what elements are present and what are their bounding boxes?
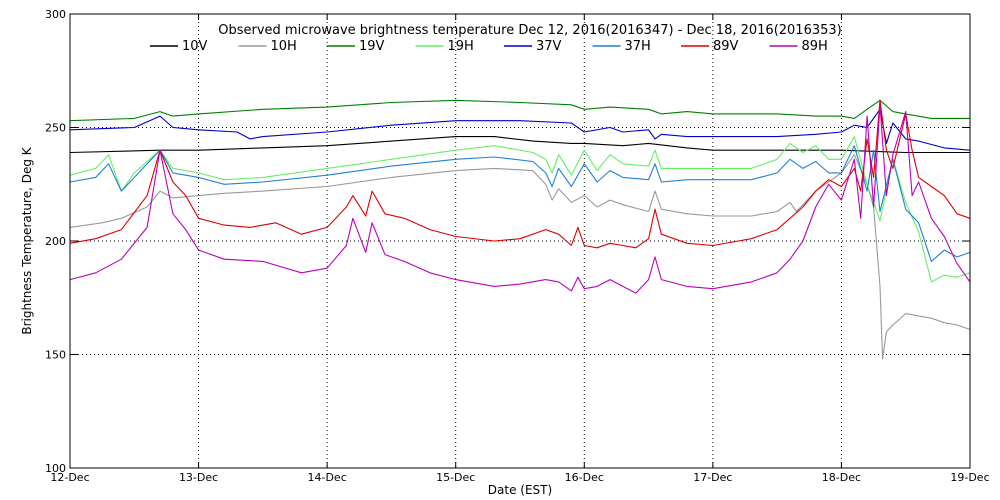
grid-lines: [70, 14, 970, 468]
legend: 10V 10H 19V 19H 37V 37H 89V 89H: [150, 39, 828, 54]
y-tick-label: 100: [45, 462, 66, 475]
legend-label-37v: 37V: [536, 39, 562, 54]
series-line-10h: [69, 154, 971, 360]
y-axis-label: Brightness Temperature, Deg K: [20, 146, 34, 334]
x-tick-label: 18-Dec: [822, 471, 861, 484]
x-tick-label: 14-Dec: [308, 471, 347, 484]
series-line-19h: [69, 136, 971, 283]
series-line-19v: [69, 99, 970, 122]
series-line-37v: [69, 108, 971, 151]
legend-label-37h: 37H: [625, 39, 651, 54]
series-line-89v: [69, 99, 971, 249]
legend-label-19v: 19V: [359, 39, 385, 54]
legend-label-89h: 89H: [802, 39, 828, 54]
legend-label-19h: 19H: [448, 39, 474, 54]
legend-label-10v: 10V: [182, 39, 208, 54]
y-tick-label: 150: [45, 349, 66, 362]
series-line-89h: [69, 104, 971, 294]
x-tick-label: 19-Dec: [950, 471, 989, 484]
legend-label-10h: 10H: [271, 39, 297, 54]
y-tick-label: 250: [45, 122, 66, 135]
x-tick-label: 17-Dec: [693, 471, 732, 484]
chart-title: Observed microwave brightness temperatur…: [218, 23, 842, 38]
x-axis-label: Date (EST): [488, 483, 552, 497]
x-tick-label: 16-Dec: [565, 471, 604, 484]
y-tick-label: 300: [45, 8, 66, 21]
series-line-10v: [69, 136, 970, 154]
series-line-37h: [69, 145, 971, 262]
legend-label-89v: 89V: [713, 39, 739, 54]
x-tick-label: 13-Dec: [179, 471, 218, 484]
x-tick-label: 12-Dec: [50, 471, 89, 484]
series-lines: [69, 99, 971, 360]
y-tick-label: 200: [45, 235, 66, 248]
axis-ticks: 12-Dec 13-Dec 14-Dec 15-Dec 16-Dec 17-Dec 18-D…: [45, 8, 990, 484]
x-tick-label: 15-Dec: [436, 471, 475, 484]
